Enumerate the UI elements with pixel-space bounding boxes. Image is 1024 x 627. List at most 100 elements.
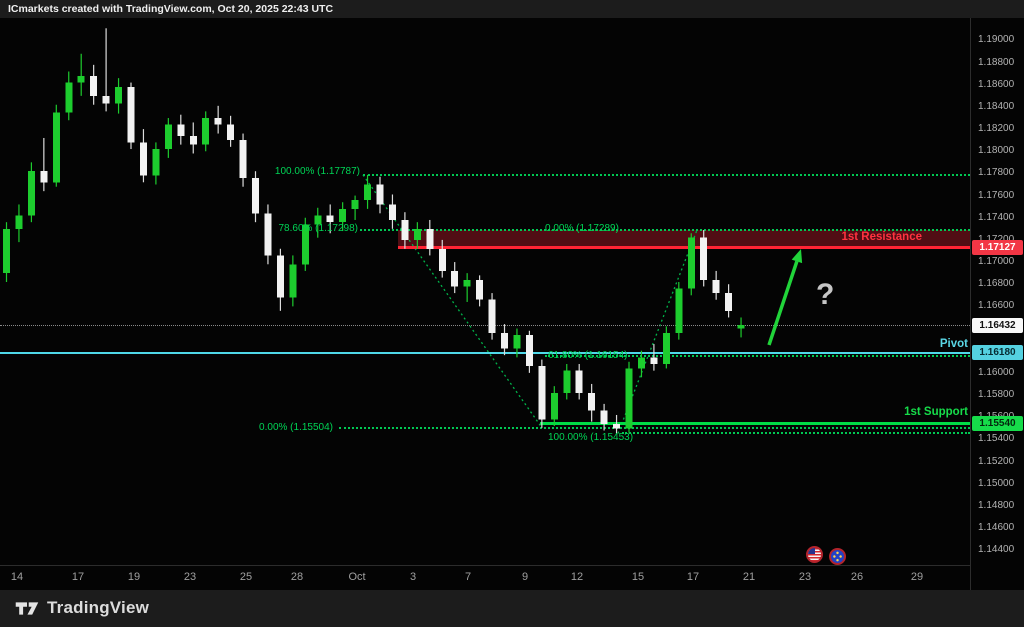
price-tick: 1.18000: [978, 145, 1015, 157]
price-tick: 1.15000: [978, 477, 1015, 489]
candle: [488, 293, 496, 340]
candle: [501, 324, 508, 356]
candle: [40, 137, 48, 192]
watermark-title: ICmarkets created with TradingView.com, …: [0, 0, 1024, 18]
time-axis[interactable]: 14 17 19 23 25 28 Oct 3 7 9 12 15 17 21 23 26 29: [0, 565, 970, 590]
fib-label-0pct-1.17289: 0.00% (1.17289): [545, 223, 619, 234]
price-tick: 1.16600: [978, 300, 1015, 312]
footer: TradingView: [0, 590, 1024, 627]
price-tick: 1.17400: [978, 211, 1015, 223]
price-tick: 1.17800: [978, 167, 1015, 179]
time-tick: 25: [239, 571, 253, 583]
price-badge-1.17127: 1.17127: [972, 240, 1023, 256]
candle: [712, 270, 720, 300]
candle: [214, 105, 222, 134]
candle: [451, 262, 459, 294]
chart-surface[interactable]: 100.00% (1.17787) 78.60% (1.17298) 0.00%…: [0, 18, 970, 565]
usd-flag-canton: [808, 548, 815, 554]
time-tick: 29: [910, 571, 924, 583]
support-line: [540, 422, 970, 426]
price-tick: 1.17000: [978, 256, 1015, 268]
price-tick: 1.14400: [978, 544, 1015, 556]
tradingview-logo-icon: [15, 601, 39, 615]
price-axis[interactable]: 1.19000 1.18800 1.18600 1.18400 1.18200 1.180…: [970, 18, 1024, 590]
fib-label-61.8pct-1.16154: 61.80% (1.16154): [548, 350, 628, 361]
price-tick: 1.18600: [978, 78, 1015, 90]
question-mark-annotation: ?: [816, 278, 835, 311]
candle: [264, 204, 272, 265]
fib-label-78.6pct-1.17298: 78.60% (1.17298): [278, 223, 358, 234]
candle: [376, 176, 384, 214]
candle: [351, 195, 359, 220]
price-tick: 1.15800: [978, 389, 1015, 401]
fib2-618-line: [545, 354, 970, 357]
time-tick: 17: [71, 571, 85, 583]
resistance-label: 1st Resistance: [841, 231, 922, 243]
price-badge-1.16180: 1.16180: [972, 345, 1023, 361]
candle: [388, 194, 396, 229]
fib1-trendline: [362, 174, 543, 429]
candle: [276, 248, 284, 311]
candle: [139, 129, 147, 183]
time-tick: 7: [464, 571, 472, 583]
time-tick: 21: [742, 571, 756, 583]
tradingview-logo-text: TradingView: [47, 598, 150, 617]
fib-label-0pct-1.15504: 0.00% (1.15504): [259, 422, 333, 433]
eur-flag-icon: [829, 548, 846, 565]
price-tick: 1.18800: [978, 56, 1015, 68]
price-tick: 1.18400: [978, 100, 1015, 112]
price-tick: 1.15200: [978, 455, 1015, 467]
candle: [725, 284, 733, 318]
candle: [27, 162, 35, 223]
usd-flag-icon: [806, 546, 823, 563]
last-price-line: [0, 324, 970, 326]
time-tick: 26: [850, 571, 864, 583]
candle: [662, 326, 670, 369]
candle: [575, 364, 583, 400]
price-badge-1.16432: 1.16432: [972, 317, 1023, 333]
candle: [227, 115, 235, 147]
support-label: 1st Support: [904, 406, 968, 418]
fib1-100-line: [363, 173, 970, 176]
candle: [202, 111, 210, 152]
candle: [563, 364, 571, 400]
candle: [177, 114, 185, 145]
projection-arrow-head: [791, 249, 803, 264]
candle: [289, 255, 297, 307]
price-tick: 1.14600: [978, 521, 1015, 533]
time-tick: 28: [290, 571, 304, 583]
tradingview-logo[interactable]: TradingView: [14, 598, 149, 618]
time-tick: 3: [409, 571, 417, 583]
price-tick: 1.16000: [978, 366, 1015, 378]
price-tick: 1.14800: [978, 499, 1015, 511]
price-tick: 1.18200: [978, 123, 1015, 135]
candle: [538, 359, 546, 428]
price-tick: 1.16800: [978, 278, 1015, 290]
candle: [3, 222, 10, 283]
time-tick: 9: [521, 571, 529, 583]
pivot-label: Pivot: [939, 338, 968, 350]
price-badge-1.15540: 1.15540: [972, 416, 1023, 432]
pivot-line: [0, 351, 970, 354]
fib-label-100pct-1.17787: 100.00% (1.17787): [274, 166, 360, 177]
candle: [77, 53, 85, 96]
candle: [115, 78, 123, 114]
resistance-line: [398, 246, 970, 250]
candle: [737, 317, 745, 338]
candle: [102, 28, 110, 112]
time-tick: 15: [631, 571, 645, 583]
candle: [252, 171, 259, 223]
candle: [675, 282, 683, 340]
time-tick: 19: [127, 571, 141, 583]
candle: [65, 71, 73, 121]
candle: [650, 344, 658, 371]
time-tick: 14: [10, 571, 24, 583]
candle: [463, 273, 471, 302]
candle: [550, 386, 558, 427]
time-tick: 17: [686, 571, 700, 583]
candle: [127, 82, 135, 150]
candle: [15, 204, 23, 243]
fib1-0-line: [339, 426, 970, 429]
candle: [239, 133, 247, 187]
